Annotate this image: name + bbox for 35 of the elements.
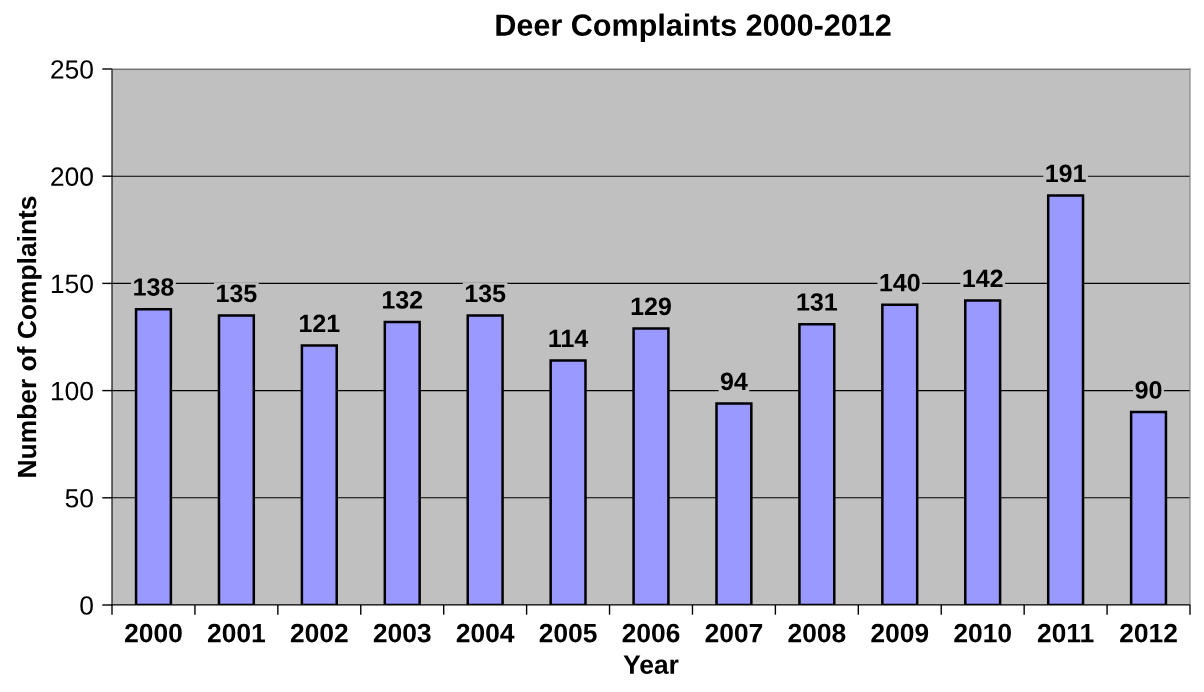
data-label: 90 [1135, 381, 1162, 399]
data-label: 131 [797, 293, 838, 311]
x-tick-label: 2010 [954, 623, 1011, 643]
y-tick-label: 50 [65, 488, 93, 508]
x-tick-label: 2009 [871, 623, 929, 643]
x-tick-label: 2002 [290, 623, 348, 643]
y-tick-label: 150 [51, 274, 93, 294]
data-label: 129 [631, 297, 671, 316]
data-label: 140 [880, 273, 920, 292]
x-tick-label: 2000 [125, 623, 182, 643]
y-tick-label: 0 [80, 596, 93, 615]
data-label: 132 [382, 291, 423, 309]
x-axis-title: Year [623, 655, 679, 674]
x-tick-label: 2004 [456, 623, 515, 643]
data-label: 191 [1046, 164, 1086, 183]
y-tick-label: 250 [51, 60, 93, 79]
data-label: 121 [300, 314, 340, 333]
y-tick-label: 100 [51, 381, 93, 401]
x-tick-label: 2008 [788, 623, 846, 643]
x-tick-label: 2001 [207, 623, 265, 643]
x-tick-label: 2006 [622, 623, 680, 643]
data-label: 142 [963, 269, 1003, 288]
data-label: 114 [549, 329, 589, 348]
x-tick-label: 2007 [705, 623, 763, 643]
x-tick-label: 2011 [1037, 623, 1094, 643]
x-tick-label: 2003 [373, 623, 431, 643]
data-label: 94 [720, 372, 748, 391]
data-label: 138 [134, 278, 174, 296]
chart-title: Deer Complaints 2000-2012 [496, 13, 891, 43]
y-axis-title: Number of Complaints [16, 196, 42, 477]
y-tick-label: 200 [51, 167, 93, 187]
x-tick-label: 2012 [1120, 623, 1177, 643]
x-tick-label: 2005 [539, 623, 597, 643]
data-label: 135 [465, 284, 506, 303]
data-label: 135 [217, 284, 257, 303]
